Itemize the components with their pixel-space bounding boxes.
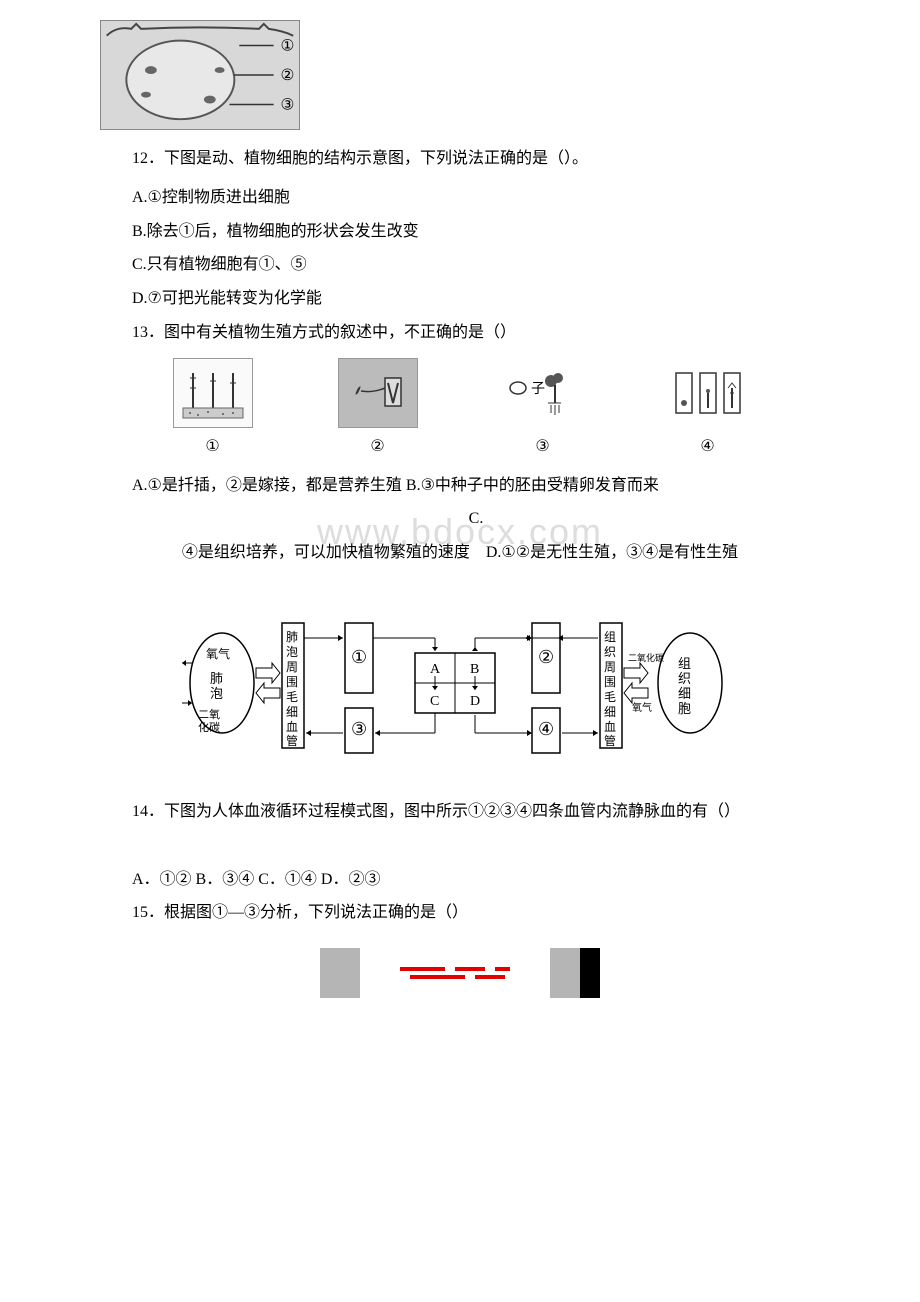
- svg-text:细: 细: [286, 705, 298, 719]
- svg-text:②: ②: [538, 647, 554, 667]
- circulation-diagram: 氧气 肺 泡 二氧 化碳 肺 泡 周 围 毛 细 血 管 ① ③ A B: [180, 583, 740, 783]
- q13-image-row: ① ② 子 ③: [130, 358, 790, 462]
- svg-text:①: ①: [281, 37, 295, 54]
- svg-text:组: 组: [678, 656, 691, 671]
- circ-left-alveoli: 肺: [210, 671, 223, 686]
- bottom-bar-black-right: [580, 948, 600, 998]
- bottom-bar-mid: [360, 948, 550, 998]
- q13-img-grafting: [338, 358, 418, 428]
- svg-text:二氧: 二氧: [198, 707, 220, 721]
- svg-text:泡: 泡: [210, 686, 223, 701]
- svg-text:周: 周: [286, 660, 298, 674]
- q13-label-2: ②: [338, 433, 418, 462]
- bottom-bar-grey-right: [550, 948, 580, 998]
- q12-option-a: A.①控制物质进出细胞: [100, 184, 820, 213]
- svg-text:毛: 毛: [604, 690, 616, 704]
- svg-text:子: 子: [531, 381, 545, 397]
- svg-text:织: 织: [678, 671, 691, 686]
- svg-text:管: 管: [286, 733, 298, 748]
- svg-text:周: 周: [604, 660, 616, 674]
- q14-options: A．①② B．③④ C．①④ D．②③: [100, 866, 820, 895]
- circ-left-o2: 氧气: [206, 646, 230, 661]
- bottom-bar-figure: [320, 948, 600, 998]
- q13-item-1: ①: [173, 358, 253, 462]
- q13-stem: 13．图中有关植物生殖方式的叙述中，不正确的是（）: [100, 319, 820, 348]
- svg-text:③: ③: [351, 719, 367, 739]
- svg-text:围: 围: [286, 675, 298, 689]
- svg-text:胞: 胞: [678, 701, 691, 716]
- svg-text:组: 组: [604, 630, 616, 644]
- q13-item-3: 子 ③: [503, 358, 583, 462]
- svg-text:②: ②: [281, 67, 295, 84]
- q12-stem: 12．下图是动、植物细胞的结构示意图，下列说法正确的是（）。: [100, 145, 820, 174]
- svg-text:③: ③: [281, 96, 295, 113]
- svg-text:织: 织: [604, 645, 616, 659]
- q13-option-c-head: C.: [100, 505, 820, 534]
- q13-label-4: ④: [668, 433, 748, 462]
- svg-text:肺: 肺: [286, 630, 298, 644]
- svg-text:细: 细: [604, 705, 616, 719]
- svg-text:细: 细: [678, 686, 691, 701]
- svg-text:B: B: [470, 662, 479, 677]
- svg-text:D: D: [470, 694, 480, 709]
- q13-item-2: ②: [338, 358, 418, 462]
- q13-img-cutting: [173, 358, 253, 428]
- q13-img-seed: 子: [503, 358, 583, 428]
- svg-text:围: 围: [604, 675, 616, 689]
- svg-text:血: 血: [604, 720, 616, 734]
- svg-text:C: C: [430, 694, 439, 709]
- svg-text:二氧化碳: 二氧化碳: [628, 652, 664, 663]
- svg-text:毛: 毛: [286, 690, 298, 704]
- svg-text:④: ④: [538, 719, 554, 739]
- q13-item-4: ④: [668, 358, 748, 462]
- svg-text:A: A: [430, 662, 441, 677]
- q12-option-d: D.⑦可把光能转变为化学能: [100, 285, 820, 314]
- svg-text:氧气: 氧气: [632, 701, 652, 714]
- bottom-bar-grey-left: [320, 948, 360, 998]
- q12-option-c: C.只有植物细胞有①、⑤: [100, 251, 820, 280]
- q13-label-1: ①: [173, 433, 253, 462]
- q13-option-ab: A.①是扦插，②是嫁接，都是营养生殖 B.③中种子中的胚由受精卵发育而来: [100, 472, 820, 501]
- svg-text:管: 管: [604, 733, 616, 748]
- cell-structure-diagram: ① ② ③: [100, 20, 300, 130]
- svg-text:血: 血: [286, 720, 298, 734]
- q15-stem: 15．根据图①—③分析，下列说法正确的是（）: [100, 899, 820, 928]
- q13-option-cd: ④是组织培养，可以加快植物繁殖的速度 D.①②是无性生殖，③④是有性生殖: [100, 539, 820, 568]
- svg-text:泡: 泡: [286, 645, 298, 659]
- q12-option-b: B.除去①后，植物细胞的形状会发生改变: [100, 218, 820, 247]
- svg-text:化碳: 化碳: [198, 720, 220, 734]
- q13-img-tissue-culture: [668, 358, 748, 428]
- svg-text:①: ①: [351, 647, 367, 667]
- q13-label-3: ③: [503, 433, 583, 462]
- q14-stem: 14．下图为人体血液循环过程模式图，图中所示①②③④四条血管内流静脉血的有（）: [100, 798, 820, 827]
